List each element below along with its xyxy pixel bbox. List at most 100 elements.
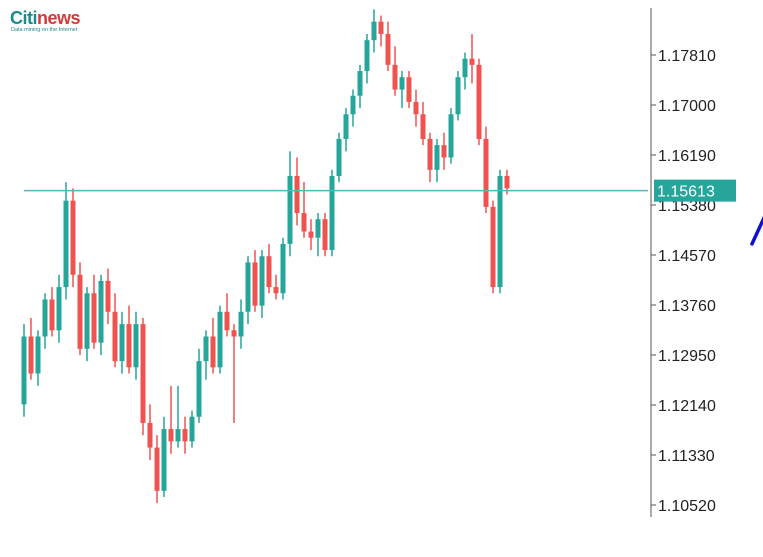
candle-body: [224, 311, 230, 331]
candle: [483, 126, 489, 214]
candle-body: [490, 206, 496, 288]
candle-body: [63, 200, 69, 288]
candle: [441, 132, 447, 170]
candle: [35, 330, 41, 386]
candle: [231, 324, 237, 423]
candle-body: [259, 256, 265, 306]
candle-body: [427, 138, 433, 170]
candle: [210, 317, 216, 374]
y-tick-label: 1.11330: [658, 448, 715, 465]
candle: [364, 34, 370, 84]
candle: [266, 243, 272, 294]
candle-body: [469, 58, 475, 65]
candle: [238, 299, 244, 349]
candle: [406, 71, 412, 109]
candle: [420, 101, 426, 146]
candle-body: [140, 324, 146, 423]
candle-body: [56, 287, 62, 331]
y-tick-label: 1.17000: [658, 98, 716, 115]
candle: [350, 89, 356, 127]
candle: [259, 250, 265, 318]
candle: [413, 89, 419, 127]
candle: [399, 71, 405, 109]
candle-body: [329, 175, 335, 251]
candle: [63, 182, 69, 300]
candle-body: [119, 324, 125, 362]
candle-body: [343, 114, 349, 139]
candle-body: [399, 77, 405, 90]
candle: [203, 330, 209, 380]
candle: [154, 435, 160, 504]
candle-body: [434, 145, 440, 170]
candle-body: [350, 95, 356, 115]
candle: [469, 34, 475, 84]
candle: [224, 293, 230, 337]
candle: [357, 64, 363, 109]
candle: [308, 219, 314, 251]
candle-body: [35, 336, 41, 374]
candle: [427, 132, 433, 183]
candle: [217, 305, 223, 374]
candle: [105, 268, 111, 325]
candle-body: [147, 422, 153, 448]
candle-body: [392, 64, 398, 90]
candle: [70, 188, 76, 288]
candle: [91, 274, 97, 349]
candle: [28, 317, 34, 380]
candle-body: [98, 280, 104, 343]
candle-body: [448, 114, 454, 158]
candle-body: [420, 114, 426, 139]
candle: [280, 237, 286, 300]
candle: [252, 250, 258, 312]
candle: [490, 200, 496, 294]
candle-body: [203, 336, 209, 362]
candle-body: [378, 21, 384, 35]
candle: [21, 324, 27, 417]
candle-body: [238, 311, 244, 337]
candle: [161, 416, 167, 497]
candle-body: [294, 175, 300, 214]
y-tick-label: 1.10520: [658, 498, 716, 515]
y-tick-label: 1.12950: [658, 348, 716, 365]
candle: [189, 410, 195, 448]
candle: [196, 348, 202, 423]
candle: [322, 213, 328, 257]
candle-body: [217, 311, 223, 368]
candle: [42, 293, 48, 349]
candle-body: [364, 40, 370, 72]
candle: [385, 21, 391, 72]
candle: [497, 169, 503, 294]
candle-body: [441, 145, 447, 158]
candle-body: [210, 336, 216, 368]
candle-body: [336, 138, 342, 176]
candle: [182, 416, 188, 454]
logo-tagline: Data mining on the Internet: [11, 27, 78, 33]
candle: [434, 138, 440, 183]
candle: [301, 182, 307, 238]
candle: [378, 15, 384, 47]
y-tick-label: 1.12140: [658, 398, 716, 415]
candle-body: [182, 429, 188, 442]
y-tick-label: 1.17810: [658, 48, 716, 65]
candle: [147, 404, 153, 460]
candle-body: [455, 77, 461, 115]
candle: [175, 385, 181, 448]
candle: [448, 108, 454, 164]
candle-body: [308, 231, 314, 238]
candle: [126, 305, 132, 374]
logo-wordmark: Citinews: [10, 8, 81, 28]
logo-news: news: [37, 8, 81, 28]
candle-body: [21, 336, 27, 405]
candle-body: [476, 64, 482, 139]
candle: [168, 385, 174, 454]
candle-body: [357, 71, 363, 96]
candle-body: [112, 311, 118, 362]
candle: [56, 274, 62, 343]
candle: [119, 311, 125, 374]
y-tick-label: 1.14570: [658, 248, 716, 265]
candle-body: [245, 262, 251, 312]
candle-body: [168, 429, 174, 442]
candle-body: [161, 429, 167, 491]
candle-body: [385, 34, 391, 65]
